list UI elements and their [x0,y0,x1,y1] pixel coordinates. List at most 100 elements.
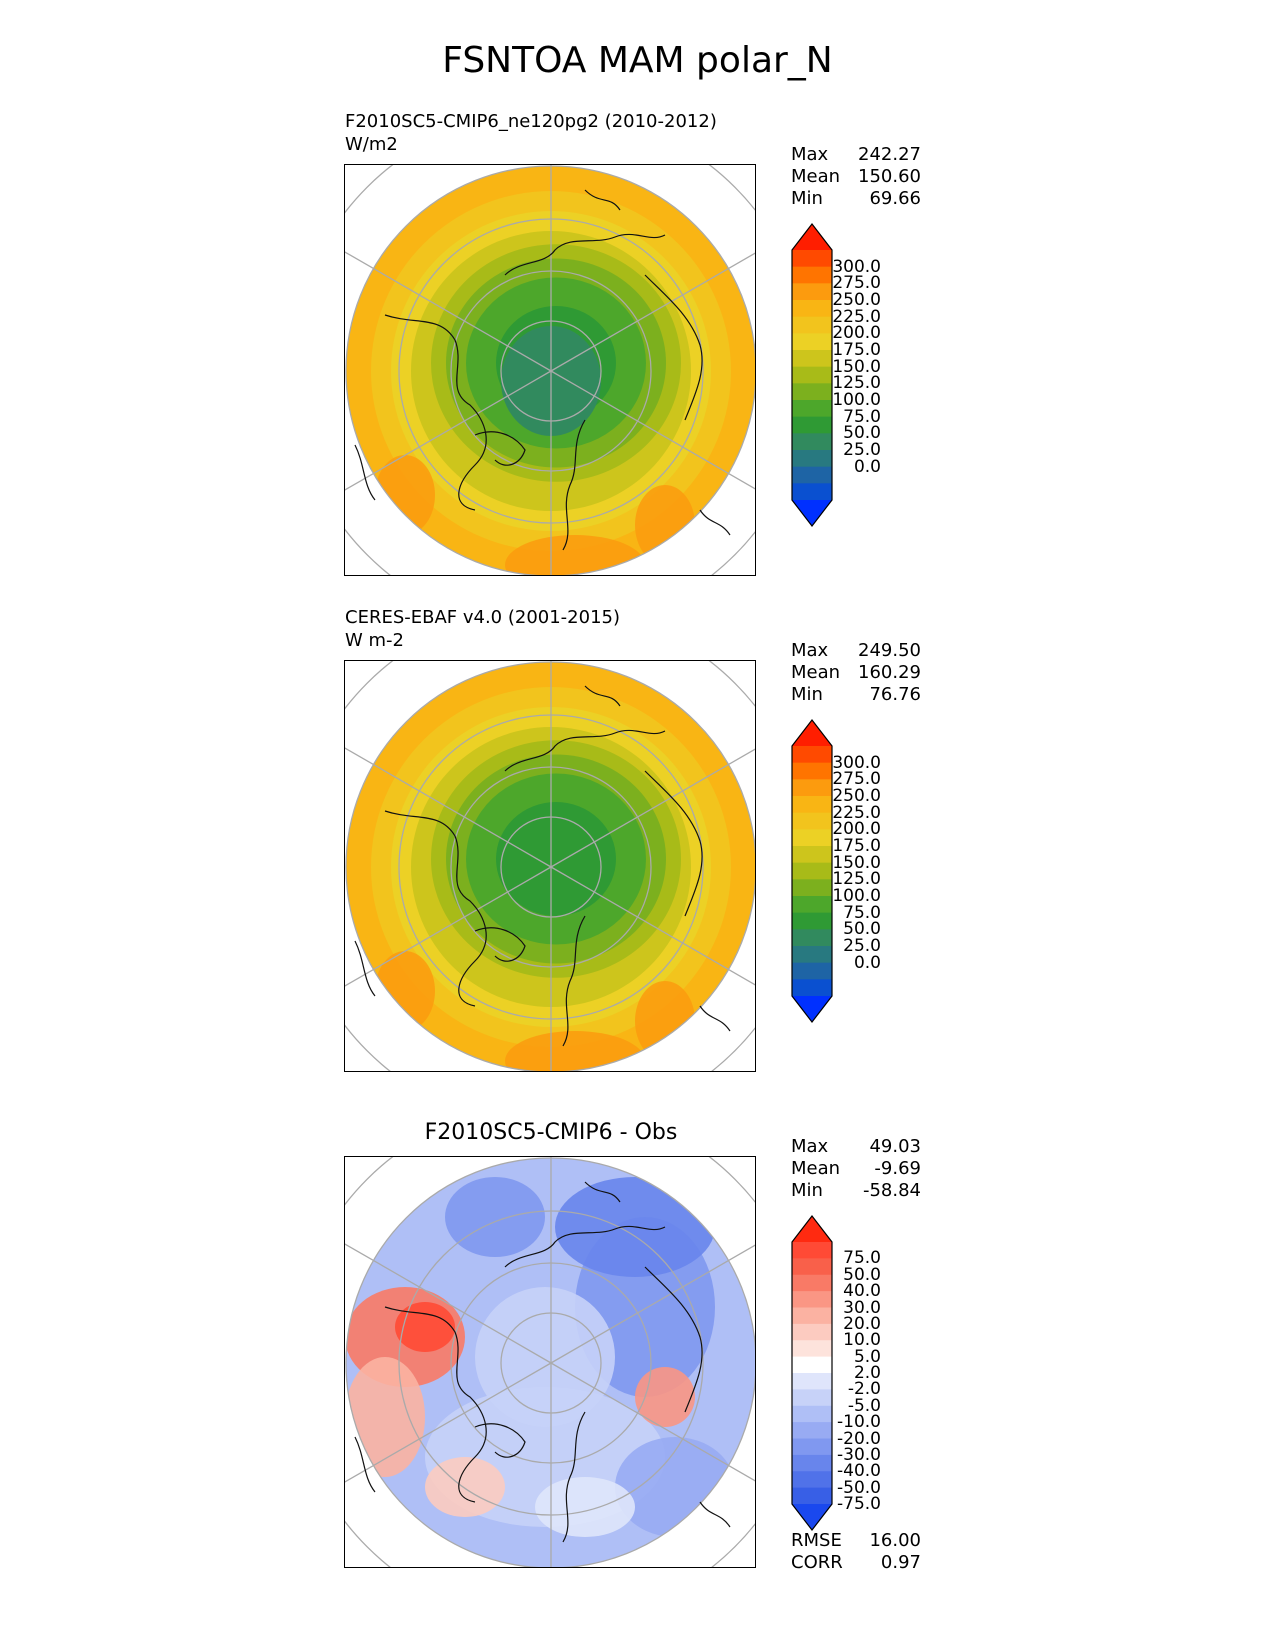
min-label: Min [791,1180,823,1201]
colorbar-tick-label: 300.0 [832,256,881,277]
ref-polar-map [344,660,756,1072]
colorbar-outline [791,223,833,527]
colorbar-bin [792,796,832,814]
colorbar-tick-label: -30.0 [837,1444,881,1465]
value-patch [445,1177,545,1257]
colorbar-tick-label: 25.0 [843,936,881,956]
graticule [345,1157,755,1567]
colorbar-tick-label: 175.0 [832,836,881,856]
coastline [584,189,621,211]
coastline [562,419,586,551]
mean-value: 150.60 [858,166,921,187]
colorbar-bin [792,1340,832,1358]
meridian-line [550,866,755,986]
colorbar-tick-label: 50.0 [843,423,881,444]
colorbar-bin [792,1389,832,1407]
colorbar-tick-label: 125.0 [832,869,881,890]
colorbar-extend-bottom [792,996,832,1022]
test-polar-map [344,164,756,576]
colorbar-bin [792,746,832,764]
colorbar-bin [792,1323,832,1341]
coastlines [354,189,731,551]
colorbar-bin [792,466,832,484]
coastline [504,233,666,276]
value-patch [635,1367,695,1427]
colorbar-bin [792,962,832,980]
colorbar-bin [792,350,832,368]
colorbar-bin [792,1487,832,1505]
meridian-line [345,1362,552,1483]
coastline [699,1501,731,1528]
colorbar-tick-label: 75.0 [843,406,881,427]
colorbar-tick-label: 250.0 [832,290,881,310]
colorbar-tick-label: -2.0 [847,1379,881,1400]
meridian-line [345,370,552,491]
colorbar-tick-label: 40.0 [843,1281,881,1302]
mean-label: Mean [791,662,841,683]
coastline [644,1266,703,1413]
coastline [699,509,731,536]
colorbar-bin [792,450,832,468]
colorbar-tick-label: -5.0 [847,1395,881,1416]
graticule [345,661,755,1071]
colorbar-bin [792,1356,832,1374]
mean-label: Mean [791,166,841,187]
colorbar-bin [792,829,832,847]
diff-polar-map [344,1156,756,1568]
max-label: Max [791,144,829,165]
colorbar-tick-label: -75.0 [837,1494,881,1514]
coastline [474,431,526,466]
colorbar-extend-top [792,224,832,250]
colorbar-bin [792,946,832,964]
rmse-label: RMSE [791,1530,842,1551]
colorbar-tick-label: 275.0 [832,273,881,294]
ref-dataset-name: CERES-EBAF v4.0 (2001-2015) [345,607,621,628]
min-value: 69.66 [869,188,921,209]
colorbar-bin [792,1291,832,1308]
polar-map-svg [345,165,755,575]
polar-map-svg [345,1157,755,1567]
colorbar-bin [792,762,832,780]
colorbar-tick-label: 225.0 [832,802,881,823]
colorbar-bin [792,1373,832,1390]
colorbar-bin [792,416,832,434]
colorbar-extend-top [792,720,832,746]
corr-label: CORR [791,1552,843,1573]
test-panel-label: F2010SC5-CMIP6_ne120pg2 (2010-2012) W/m2 [345,110,717,156]
coastline [562,1411,586,1543]
rmse-value: 16.00 [869,1530,921,1551]
coastline [504,1225,666,1268]
max-value: 249.50 [858,640,921,661]
ref-stats: Max 249.50 Mean 160.29 Min 76.76 [791,640,921,706]
coastlines [354,1181,731,1543]
graticule [345,165,755,575]
colorbar-bin [792,862,832,880]
meridian-line [550,1244,755,1364]
colorbar-extend-top [792,1216,832,1242]
colorbar-bin [792,383,832,401]
colorbar-bin [792,1471,832,1489]
colorbar-bin [792,266,832,284]
colorbar-tick-label: 275.0 [832,769,881,790]
colorbar-bin [792,1258,832,1276]
colorbar-bin [792,333,832,351]
value-patch [425,1457,505,1517]
test-units: W/m2 [345,134,398,155]
colorbar-bin [792,879,832,897]
colorbar-tick-label: 0.0 [853,456,881,477]
colorbar-tick-label: 250.0 [832,786,881,806]
ref-units: W m-2 [345,630,405,651]
coastline [474,1423,526,1458]
diff-metrics: RMSE 16.00 CORR 0.97 [791,1530,921,1574]
diff-panel-title: F2010SC5-CMIP6 - Obs [424,1120,678,1145]
colorbar-tick-label: 125.0 [832,373,881,394]
colorbar-bin [792,1438,832,1456]
mean-label: Mean [791,1158,841,1179]
colorbar-bin [792,1242,832,1259]
max-label: Max [791,1136,829,1157]
coastlines [354,685,731,1047]
colorbar-bin [792,929,832,947]
coastline [474,927,526,962]
colorbar-tick-label: 25.0 [843,440,881,460]
min-label: Min [791,684,823,705]
